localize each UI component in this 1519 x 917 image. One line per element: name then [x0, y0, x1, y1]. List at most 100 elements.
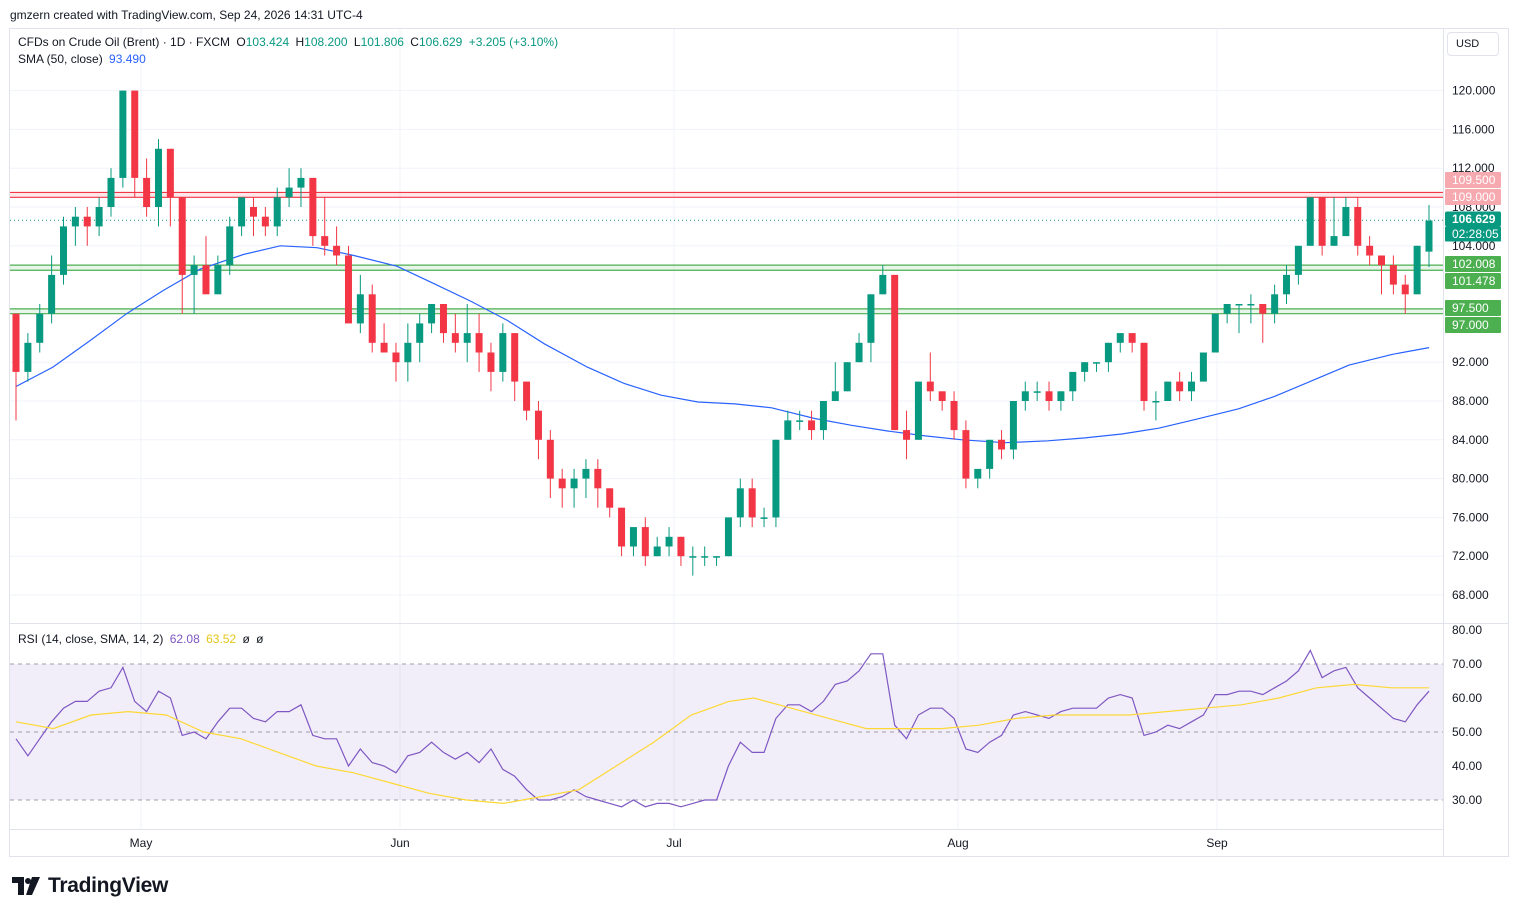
candle-body	[416, 323, 424, 343]
candle-body	[1306, 197, 1314, 246]
candle-body	[879, 274, 887, 295]
candle-body	[1425, 220, 1433, 252]
candle-body	[1033, 391, 1041, 393]
candle-body	[404, 342, 412, 363]
candle-body	[534, 410, 542, 440]
candle-body	[1330, 236, 1338, 246]
candle-body	[297, 177, 305, 188]
candle-body	[689, 556, 697, 558]
candle-body	[855, 342, 863, 363]
time-tick-label: Jun	[390, 836, 409, 850]
tradingview-logo[interactable]: TradingView	[12, 874, 168, 898]
candle-body	[760, 517, 768, 519]
candle-body	[1354, 207, 1362, 246]
candle-body	[1021, 391, 1029, 401]
candle-body	[1009, 401, 1017, 450]
legend-sma-value: 93.490	[109, 52, 146, 66]
price-tag-text: 101.478	[1452, 274, 1496, 288]
legend-close: 106.629	[418, 35, 463, 49]
candle-body	[59, 226, 67, 275]
candle-body	[1223, 304, 1231, 314]
price-tick-label: 112.000	[1452, 161, 1495, 175]
candle-body	[1413, 245, 1421, 295]
legend-low: 101.806	[360, 35, 404, 49]
currency-selector[interactable]: USD	[1447, 32, 1499, 56]
price-tick-label: 80.000	[1452, 472, 1489, 486]
candle-body	[463, 333, 471, 343]
candle-body	[119, 90, 127, 178]
price-tag-last	[1445, 211, 1501, 227]
candle-body	[178, 197, 186, 275]
candle-body	[1188, 381, 1196, 392]
candle-body	[1069, 371, 1077, 392]
candle-body	[1057, 391, 1065, 401]
chart-frame	[9, 28, 1509, 857]
price-tick-label: 104.000	[1452, 239, 1496, 253]
legend-rsi-label[interactable]: RSI (14, close, SMA, 14, 2)	[18, 632, 164, 646]
candle-body	[819, 401, 827, 431]
candle-body	[95, 207, 103, 227]
candle-body	[641, 527, 649, 557]
zone-red-0	[10, 192, 1443, 198]
price-tag-countdown	[1445, 226, 1501, 242]
candle-body	[748, 488, 756, 518]
candle-body	[107, 177, 115, 207]
candle-body	[986, 439, 994, 469]
candle-body	[475, 333, 483, 353]
candle-body	[618, 507, 626, 547]
price-tag-text: 97.000	[1452, 318, 1489, 332]
price-tag-text: 102.008	[1452, 257, 1496, 271]
candle-body	[784, 420, 792, 440]
candle-body	[677, 536, 685, 557]
legend-open-label: O	[236, 35, 246, 49]
candle-body	[1164, 381, 1172, 401]
legend-rsi-value: 62.08	[169, 632, 200, 646]
candle-body	[653, 546, 661, 557]
candle-body	[71, 216, 79, 227]
candle-body	[83, 216, 91, 227]
candle-body	[487, 352, 495, 372]
candle-body	[606, 488, 614, 508]
candle-body	[974, 468, 982, 479]
legend-change: +3.205 (+3.10%)	[468, 35, 559, 49]
candle-body	[368, 294, 376, 343]
candle-body	[867, 294, 875, 343]
rsi-tick-label: 80.00	[1452, 623, 1482, 637]
candle-body	[796, 420, 804, 422]
legend-symbol[interactable]: CFDs on Crude Oil (Brent) · 1D · FXCM	[18, 35, 231, 49]
price-tick-label: 116.000	[1452, 122, 1495, 136]
legend-close-label: C	[410, 35, 419, 49]
rsi-tick-label: 50.00	[1452, 725, 1482, 739]
currency-label: USD	[1456, 38, 1480, 50]
candle-body	[808, 420, 816, 431]
legend-high-label: H	[295, 35, 305, 49]
candle-body	[962, 430, 970, 479]
rsi-tick-label: 70.00	[1452, 657, 1482, 671]
time-tick-label: Sep	[1206, 836, 1228, 850]
candle-body	[1093, 362, 1101, 364]
tradingview-brand: TradingView	[48, 874, 169, 897]
candle-body	[1104, 342, 1112, 363]
candle-body	[938, 391, 946, 401]
time-tick-label: May	[130, 836, 153, 850]
legend-rsi-extra-1: ø	[242, 632, 250, 646]
candle-body	[48, 274, 56, 314]
price-tag-zone_green	[1445, 317, 1501, 333]
candle-body	[1176, 381, 1184, 392]
price-tick-label: 72.000	[1452, 549, 1489, 563]
candle-body	[594, 468, 602, 489]
candle-body	[36, 313, 44, 343]
candle-body	[629, 527, 637, 547]
time-tick-label: Aug	[947, 836, 968, 850]
candle-body	[1271, 294, 1279, 314]
candle-body	[285, 187, 293, 198]
candle-body	[1199, 352, 1207, 382]
candle-body	[154, 148, 162, 207]
time-tick-label: Jul	[666, 836, 681, 850]
legend-sma-label[interactable]: SMA (50, close)	[18, 52, 103, 66]
price-tag-text: 97.500	[1452, 301, 1489, 315]
candle-body	[439, 304, 447, 334]
zone-green-1	[10, 265, 1443, 271]
price-tag-zone_green	[1445, 256, 1501, 272]
